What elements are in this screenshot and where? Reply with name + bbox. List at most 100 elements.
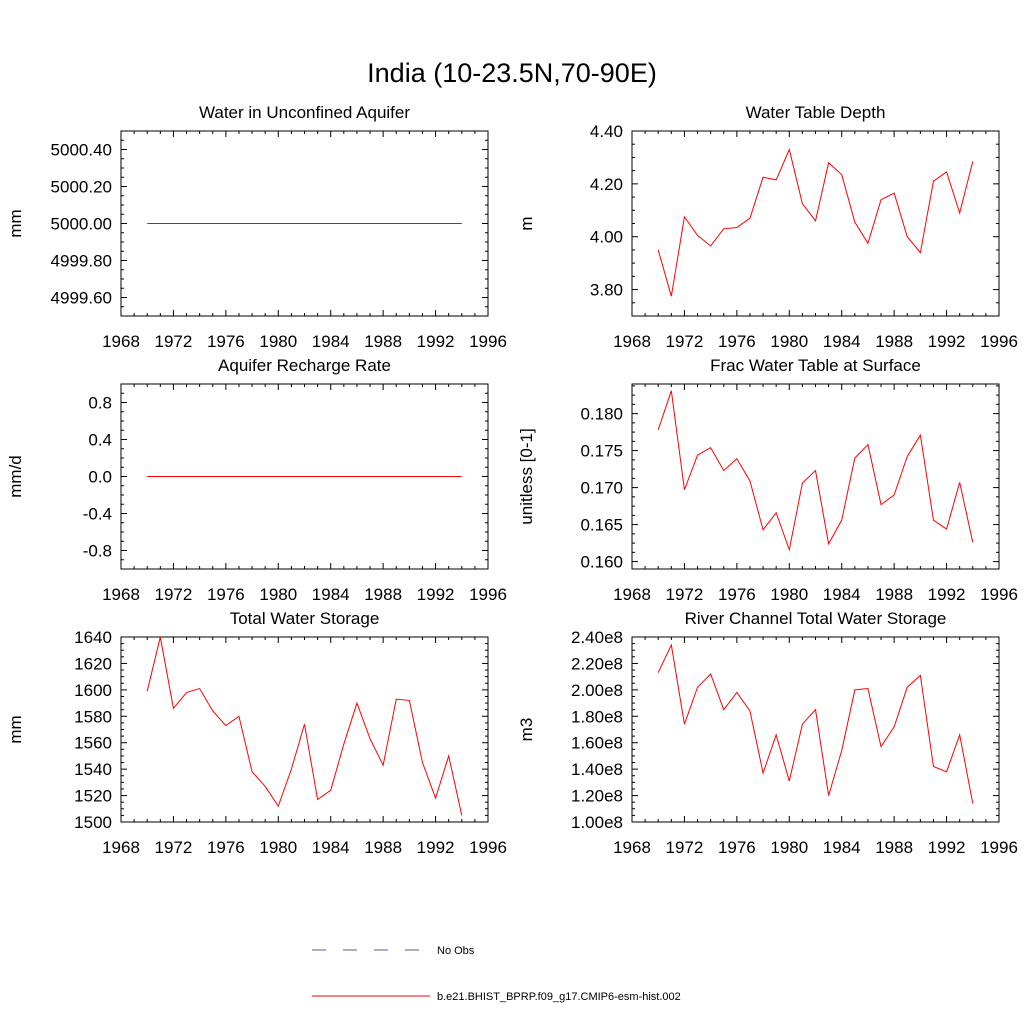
y-tick-label: 1500 [74,813,112,832]
series-line [657,147,974,297]
x-tick-label: 1992 [417,332,455,351]
y-tick-label: 2.00e8 [571,681,623,700]
y-tick-label: 0.170 [580,479,623,498]
chart-panel-1: Water in Unconfined Aquifer mm 1968 1972 197… [6,103,507,351]
y-axis-label: mm [6,715,25,743]
y-tick-label: -0.4 [83,505,112,524]
x-tick-label: 1980 [770,838,808,857]
panel-title: River Channel Total Water Storage [685,609,947,628]
x-tick-label: 1984 [823,838,861,857]
y-tick-label: 1620 [74,654,112,673]
x-tick-label: 1988 [875,585,913,604]
y-tick-label: 5000.00 [51,215,112,234]
y-axis-label: unitless [0-1] [517,428,536,524]
x-tick-label: 1988 [364,585,402,604]
x-tick-label: 1988 [364,332,402,351]
y-tick-label: -0.8 [83,542,112,561]
y-tick-label: 0.0 [88,468,112,487]
x-tick-label: 1976 [718,838,756,857]
x-tick-label: 1992 [417,585,455,604]
y-tick-label: 4.00 [590,228,623,247]
x-tick-label: 1996 [980,838,1018,857]
x-tick-label: 1968 [613,332,651,351]
x-tick-label: 1968 [102,585,140,604]
chart-panel-4: Frac Water Table at Surface unitless [0-1… [517,356,1018,604]
y-tick-label: 1580 [74,707,112,726]
x-tick-label: 1996 [469,585,507,604]
x-tick-label: 1984 [312,332,350,351]
x-tick-label: 1972 [155,585,193,604]
plot-frame [631,383,1000,570]
panel-title: Water in Unconfined Aquifer [199,103,410,122]
x-tick-label: 1996 [980,332,1018,351]
y-tick-label: 1540 [74,760,112,779]
x-tick-label: 1988 [875,838,913,857]
legend: No Obs b.e21.BHIST_BPRP.f09_g17.CMIP6-esm… [312,945,681,1003]
x-tick-label: 1972 [666,838,704,857]
y-tick-label: 4.40 [590,122,623,141]
y-tick-label: 1520 [74,787,112,806]
x-tick-label: 1980 [770,332,808,351]
y-tick-label: 4999.60 [51,289,112,308]
chart-panel-5: Total Water Storage mm 1968 1972 1976 1980 198… [6,609,507,857]
x-tick-label: 1984 [823,585,861,604]
y-tick-label: 0.160 [580,553,623,572]
panel-title: Frac Water Table at Surface [710,356,921,375]
x-tick-label: 1968 [613,585,651,604]
legend-label-2: b.e21.BHIST_BPRP.f09_g17.CMIP6-esm-hist.… [437,991,681,1003]
x-tick-label: 1992 [928,585,966,604]
x-tick-label: 1984 [312,585,350,604]
y-axis-label: mm [6,209,25,237]
x-tick-label: 1992 [928,838,966,857]
x-tick-label: 1996 [469,332,507,351]
panel-title: Water Table Depth [746,103,886,122]
y-axis-label: mm/d [6,455,25,498]
figure-title: India (10-23.5N,70-90E) [367,58,657,88]
y-tick-label: 4.20 [590,175,623,194]
y-tick-label: 1560 [74,734,112,753]
chart-panel-6: River Channel Total Water Storage m3 1968 1… [517,609,1018,857]
y-tick-label: 1.20e8 [571,787,623,806]
x-tick-label: 1968 [613,838,651,857]
x-tick-label: 1972 [155,838,193,857]
x-tick-label: 1972 [666,585,704,604]
legend-label-1: No Obs [437,945,475,957]
x-tick-label: 1972 [666,332,704,351]
y-tick-label: 0.175 [580,442,623,461]
y-tick-label: 0.180 [580,405,623,424]
y-tick-label: 2.40e8 [571,628,623,647]
y-tick-label: 2.20e8 [571,654,623,673]
x-tick-label: 1976 [207,332,245,351]
x-tick-label: 1980 [259,585,297,604]
panels-group: Water in Unconfined Aquifer mm 1968 1972 197… [6,103,1018,857]
x-tick-label: 1976 [718,332,756,351]
y-tick-label: 1640 [74,628,112,647]
x-tick-label: 1980 [259,838,297,857]
x-tick-label: 1992 [928,332,966,351]
series-line [146,636,463,816]
panel-title: Total Water Storage [230,609,380,628]
chart-panel-2: Water Table Depth m 1968 1972 1976 1980 1984 19… [517,103,1018,351]
y-tick-label: 1.00e8 [571,813,623,832]
x-tick-label: 1996 [469,838,507,857]
x-tick-label: 1988 [364,838,402,857]
x-tick-label: 1988 [875,332,913,351]
plot-frame [631,130,1000,317]
y-tick-label: 0.4 [88,431,112,450]
y-tick-label: 1.80e8 [571,707,623,726]
y-tick-label: 1.60e8 [571,734,623,753]
panel-title: Aquifer Recharge Rate [218,356,391,375]
plot-frame [631,636,1000,823]
plot-frame [120,636,489,823]
x-tick-label: 1984 [823,332,861,351]
x-tick-label: 1984 [312,838,350,857]
series-line [657,643,974,804]
x-tick-label: 1980 [259,332,297,351]
y-tick-label: 5000.40 [51,141,112,160]
y-tick-label: 1600 [74,681,112,700]
y-tick-label: 0.8 [88,394,112,413]
x-tick-label: 1996 [980,585,1018,604]
x-tick-label: 1968 [102,838,140,857]
y-axis-label: m [517,216,536,230]
